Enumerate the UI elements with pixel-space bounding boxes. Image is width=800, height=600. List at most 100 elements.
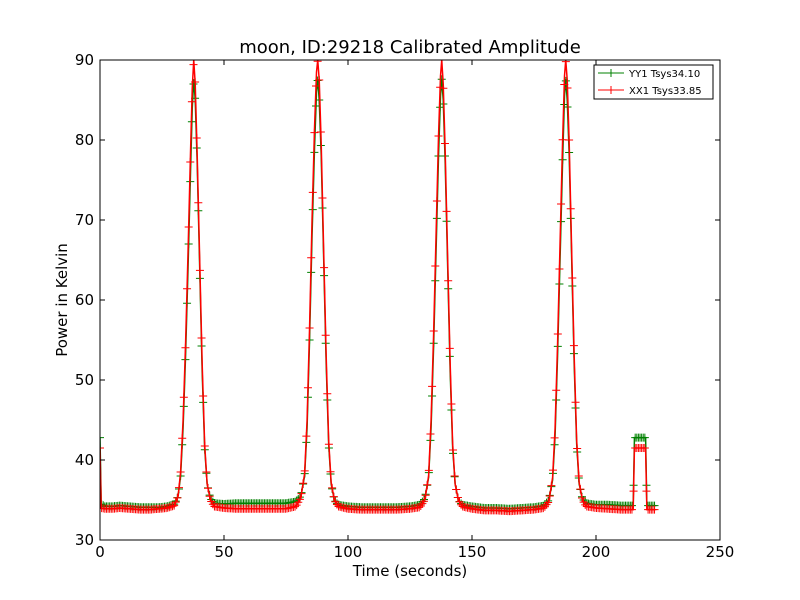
- legend-label-yy1: YY1 Tsys34.10: [628, 69, 700, 80]
- data-point: [627, 505, 636, 514]
- y-tick-label: 50: [75, 371, 94, 389]
- legend: YY1 Tsys34.10 XX1 Tsys33.85: [593, 64, 714, 100]
- data-point: [307, 253, 316, 262]
- y-tick-label: 90: [75, 51, 94, 69]
- data-point: [453, 493, 462, 502]
- data-point: [566, 204, 575, 213]
- y-tick-label: 80: [75, 131, 94, 149]
- data-point: [568, 274, 577, 282]
- data-point: [321, 331, 330, 340]
- data-point: [434, 132, 443, 140]
- data-point: [581, 500, 590, 509]
- data-point: [291, 502, 300, 511]
- data-point: [165, 503, 174, 512]
- data-point: [573, 444, 582, 453]
- data-point: [565, 136, 574, 144]
- data-point: [305, 324, 314, 332]
- data-point: [563, 84, 572, 92]
- data-point: [205, 492, 214, 501]
- data-point: [100, 433, 104, 442]
- legend-frame: [593, 64, 714, 100]
- data-point: [186, 158, 195, 166]
- data-point: [191, 78, 200, 86]
- data-point: [192, 134, 201, 142]
- data-point: [194, 198, 203, 207]
- data-point: [437, 60, 446, 64]
- data-point: [166, 502, 175, 511]
- data-point: [308, 188, 317, 197]
- data-point: [170, 501, 179, 510]
- data-point: [557, 200, 566, 208]
- data-point: [452, 485, 461, 494]
- data-point: [326, 467, 335, 476]
- data-point: [315, 76, 324, 84]
- data-point: [539, 504, 548, 513]
- data-point: [429, 327, 438, 335]
- data-point: [428, 382, 437, 391]
- data-point: [168, 502, 177, 511]
- x-tick-label: 150: [458, 543, 487, 561]
- data-point: [100, 444, 104, 452]
- y-tick-label: 70: [75, 211, 94, 229]
- data-point: [313, 60, 322, 66]
- data-point: [328, 483, 337, 492]
- data-point: [640, 433, 649, 442]
- data-point: [323, 389, 332, 398]
- y-tick-label: 30: [75, 531, 94, 549]
- data-point: [329, 492, 338, 501]
- y-tick-label: 40: [75, 451, 94, 469]
- data-point: [424, 466, 433, 475]
- data-point: [204, 484, 213, 493]
- data-point: [577, 493, 586, 502]
- data-point: [445, 344, 454, 353]
- series-layer: [100, 60, 659, 516]
- data-point: [642, 487, 651, 496]
- data-point: [547, 481, 556, 490]
- data-point: [542, 500, 551, 509]
- data-point: [299, 479, 308, 488]
- data-point: [650, 505, 659, 514]
- axes-background: [100, 60, 720, 540]
- data-point: [163, 503, 172, 512]
- data-point: [449, 446, 458, 454]
- data-point: [187, 97, 196, 106]
- data-point: [440, 139, 449, 148]
- data-point: [300, 466, 309, 475]
- data-point: [199, 392, 208, 400]
- x-axis-label: Time (seconds): [352, 562, 468, 580]
- data-point: [312, 82, 321, 90]
- data-point: [195, 266, 204, 275]
- data-point: [569, 341, 578, 350]
- data-point: [324, 440, 333, 449]
- data-point: [426, 430, 435, 438]
- x-tick-label: 250: [706, 543, 735, 561]
- data-point: [302, 432, 311, 441]
- data-point: [174, 483, 183, 492]
- data-point: [545, 492, 554, 500]
- data-point: [550, 433, 559, 442]
- data-point: [423, 480, 432, 489]
- data-point: [552, 386, 561, 395]
- data-point: [561, 76, 570, 85]
- data-point: [181, 343, 190, 352]
- data-point: [553, 330, 562, 338]
- data-point: [640, 444, 649, 452]
- chart-title: moon, ID:29218 Calibrated Amplitude: [239, 37, 581, 58]
- data-point: [178, 434, 187, 443]
- data-point: [320, 263, 329, 272]
- data-point: [200, 442, 209, 450]
- tick-layer: 0 50 100 150 200 250 30 40 50 60 70 80 90: [75, 51, 734, 561]
- data-point: [444, 276, 453, 285]
- data-point: [436, 83, 445, 92]
- data-point: [555, 265, 564, 273]
- data-point: [189, 80, 198, 88]
- data-point: [442, 207, 451, 216]
- data-point: [629, 487, 638, 496]
- data-point: [431, 262, 440, 270]
- data-point: [176, 468, 185, 476]
- y-tick-label: 60: [75, 291, 94, 309]
- data-point: [571, 398, 580, 407]
- legend-label-xx1: XX1 Tsys33.85: [629, 86, 702, 97]
- data-point: [548, 466, 557, 475]
- data-point: [173, 493, 182, 502]
